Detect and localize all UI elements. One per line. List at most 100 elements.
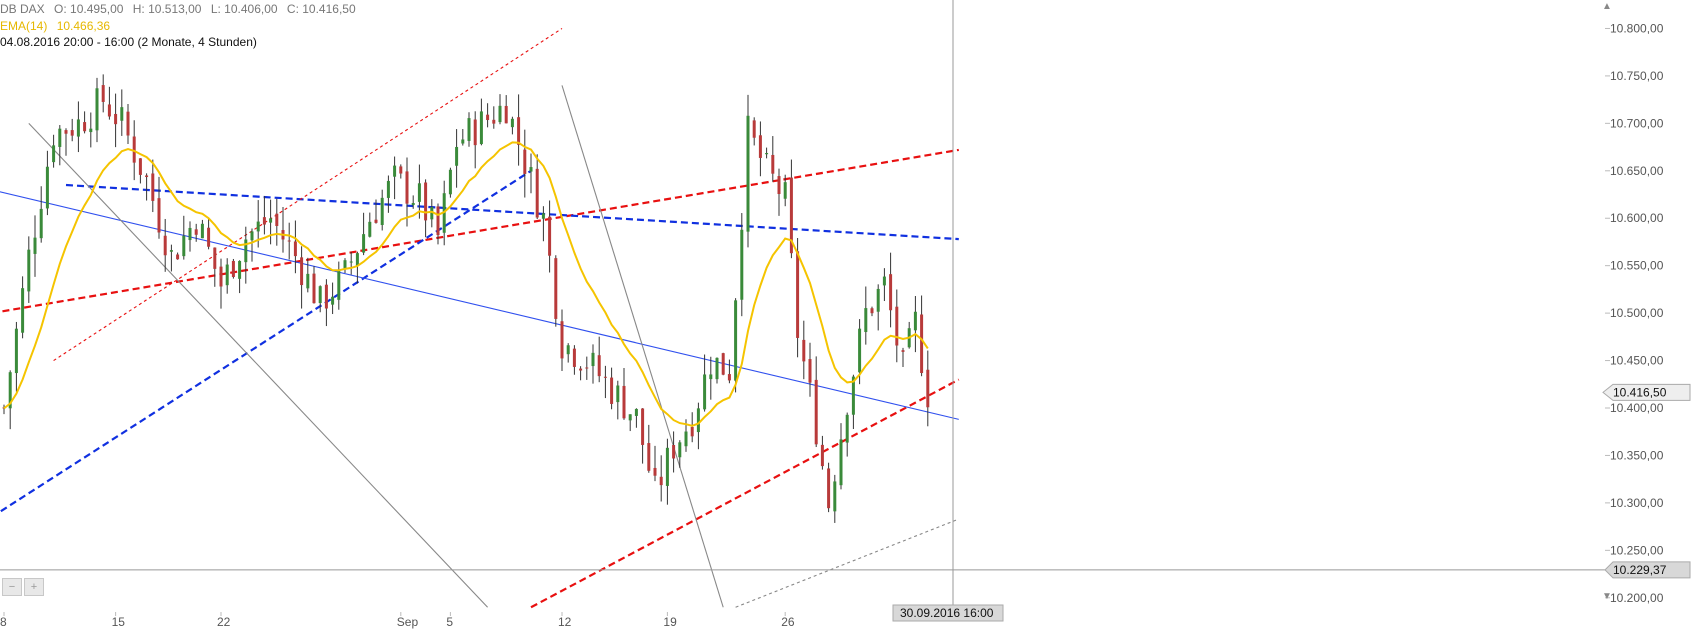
candle-down (70, 130, 74, 136)
candle-up (591, 352, 595, 367)
candle-down (789, 177, 793, 254)
candle-up (616, 385, 620, 403)
zoom-in-button[interactable]: + (24, 578, 44, 596)
candle-up (318, 286, 322, 304)
candle-up (362, 234, 366, 253)
trendline-dashed-blue[interactable] (0, 169, 532, 517)
x-tick-label: 19 (663, 615, 677, 629)
scroll-up-icon[interactable]: ▲ (1602, 1, 1612, 12)
candle-up (269, 218, 273, 223)
candle-up (95, 88, 99, 131)
crosshair-price-label: 10.229,37 (1613, 563, 1667, 577)
candle-down (523, 149, 527, 174)
x-tick-label: 8 (0, 615, 7, 629)
candle-down (101, 85, 105, 102)
y-tick-label: 10.350,00 (1610, 448, 1664, 462)
x-tick-label: 22 (217, 615, 231, 629)
candle-up (411, 203, 415, 206)
candle-down (889, 274, 893, 311)
candle-down (548, 216, 552, 256)
candle-up (306, 273, 310, 289)
candle-up (783, 182, 787, 199)
candle-up (913, 311, 917, 331)
candle-up (709, 374, 713, 380)
candle-down (517, 117, 521, 145)
y-tick-label: 10.600,00 (1610, 211, 1664, 225)
last-price-box (1602, 383, 1691, 401)
candle-up (244, 239, 248, 263)
trendline-solid-blue[interactable] (0, 190, 959, 420)
candle-down (275, 213, 279, 227)
y-tick-label: 10.550,00 (1610, 259, 1664, 273)
zoom-out-button[interactable]: − (2, 578, 22, 596)
candle-up (380, 197, 384, 225)
candle-down (114, 113, 118, 125)
candle-up (368, 221, 372, 237)
candle-up (740, 229, 744, 300)
y-tick-label: 10.650,00 (1610, 164, 1664, 178)
candle-down (659, 476, 663, 486)
candle-down (262, 217, 266, 225)
candle-up (225, 264, 229, 286)
candle-down (560, 321, 564, 359)
candle-down (647, 443, 651, 471)
candle-up (39, 208, 43, 239)
trendline-solid-grey[interactable] (28, 122, 488, 608)
candle-down (827, 468, 831, 509)
candle-up (696, 408, 700, 433)
candle-down (163, 235, 167, 256)
trendline-dotted-red[interactable] (53, 28, 563, 362)
y-tick-label: 10.250,00 (1610, 543, 1664, 557)
scroll-down-icon[interactable]: ▼ (1602, 591, 1612, 602)
candle-up (833, 481, 837, 512)
candle-up (14, 328, 18, 374)
candle-up (529, 167, 533, 172)
candle-down (300, 257, 304, 286)
ema-label: EMA(14) (0, 19, 48, 33)
trendline-dashed-red[interactable] (0, 148, 959, 313)
candle-down (157, 198, 161, 233)
candle-up (876, 288, 880, 312)
x-tick-label: 12 (558, 615, 572, 629)
candle-down (622, 385, 626, 419)
candle-down (690, 426, 694, 437)
candle-up (417, 183, 421, 202)
candle-down (176, 254, 180, 260)
candle-up (845, 414, 849, 443)
candle-down (585, 367, 589, 369)
candle-up (634, 408, 638, 416)
candle-up (89, 128, 93, 133)
candle-down (610, 377, 614, 404)
y-tick-label: 10.800,00 (1610, 21, 1664, 35)
candle-up (746, 115, 750, 232)
candle-up (8, 372, 12, 409)
trendline-dashed-red[interactable] (530, 378, 960, 609)
candle-up (498, 105, 502, 123)
candle-down (312, 273, 316, 304)
ema-line (3, 141, 929, 427)
candle-up (628, 414, 632, 421)
candle-down (802, 339, 806, 362)
candle-down (777, 176, 781, 195)
candle-up (479, 111, 483, 145)
candle-up (343, 260, 347, 270)
y-tick-label: 10.500,00 (1610, 306, 1664, 320)
candle-down (554, 258, 558, 319)
y-tick-label: 10.700,00 (1610, 116, 1664, 130)
candle-down (132, 136, 136, 163)
x-tick-label: 5 (446, 615, 453, 629)
candle-down (926, 369, 930, 408)
candle-down (895, 306, 899, 346)
trendline-dotted-grey[interactable] (735, 518, 960, 608)
candle-up (665, 447, 669, 486)
trendline-solid-grey[interactable] (561, 85, 724, 608)
candle-up (461, 139, 465, 144)
trendline-dashed-blue[interactable] (65, 183, 959, 241)
candle-down (870, 308, 874, 314)
candle-down (603, 376, 607, 378)
period-header: 04.08.2016 20:00 - 16:00 (2 Monate, 4 St… (0, 35, 263, 49)
candle-up (839, 439, 843, 486)
close-value: C: 10.416,50 (286, 2, 356, 16)
